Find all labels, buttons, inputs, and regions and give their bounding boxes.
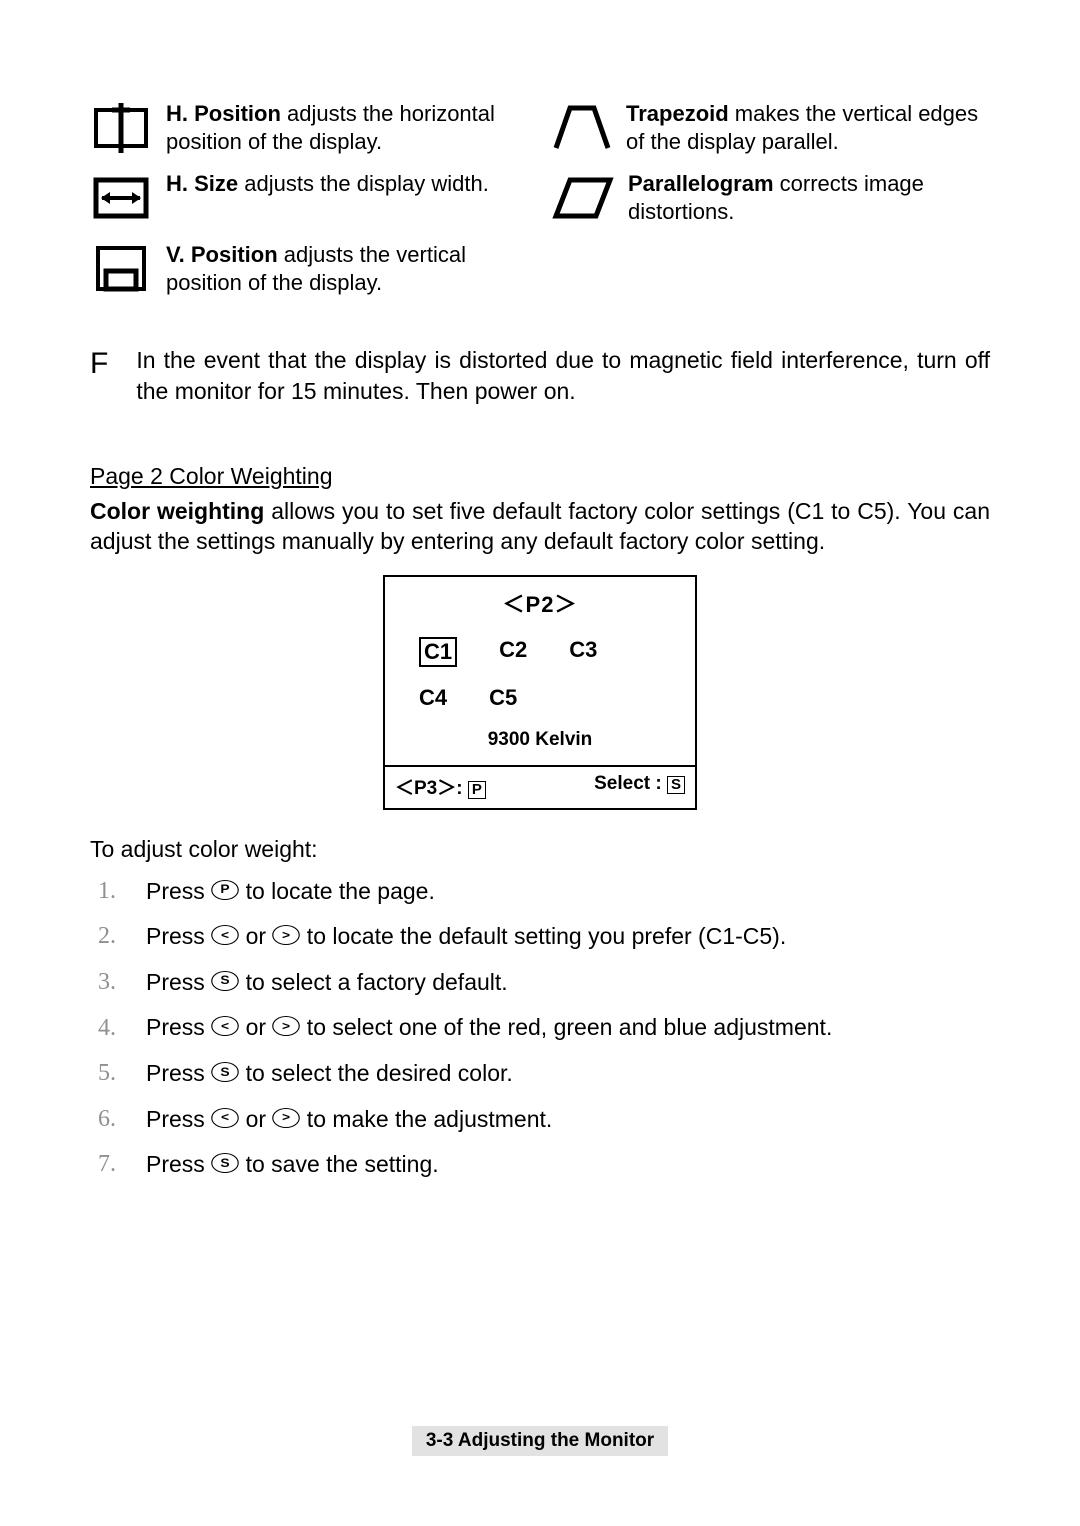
feature-h-size: H. Size adjusts the display width. xyxy=(90,170,530,226)
step-number: 1. xyxy=(90,869,116,915)
step-number: 2. xyxy=(90,914,116,960)
h-position-icon xyxy=(90,100,154,156)
step-item: 3. Press S to select a factory default. xyxy=(90,960,990,1006)
step-item: 2. Press < or > to locate the default set… xyxy=(90,914,990,960)
trapezoid-icon xyxy=(550,100,614,156)
step-text: Press S to save the setting. xyxy=(146,1143,439,1187)
key-icon: S xyxy=(211,971,239,991)
key-icon: > xyxy=(273,1108,301,1128)
step-text: Press < or > to make the adjustment. xyxy=(146,1098,552,1142)
feature-title: V. Position xyxy=(166,242,278,267)
feature-title: Parallelogram xyxy=(628,171,774,196)
step-text: Press S to select a factory default. xyxy=(146,961,508,1005)
h-size-icon xyxy=(90,170,154,226)
osd-row-1: C1 C2 C3 xyxy=(419,637,681,667)
steps-title: To adjust color weight: xyxy=(90,836,990,863)
osd-bottom-left: ＜P3＞: P xyxy=(395,773,486,800)
page: H. Position adjusts the horizontal posit… xyxy=(0,0,1080,1526)
osd-item-c4: C4 xyxy=(419,685,447,711)
feature-v-position: V. Position adjusts the vertical positio… xyxy=(90,241,530,297)
osd-figure: ＜P2＞ C1 C2 C3 C4 C5 9300 Kelvin ＜P3＞: P … xyxy=(90,575,990,810)
osd-box: ＜P2＞ C1 C2 C3 C4 C5 9300 Kelvin ＜P3＞: P … xyxy=(383,575,697,810)
section-intro: Color weighting allows you to set five d… xyxy=(90,496,990,557)
step-item: 7. Press S to save the setting. xyxy=(90,1142,990,1188)
feature-text: H. Size adjusts the display width. xyxy=(166,170,489,198)
osd-row-2: C4 C5 xyxy=(419,685,681,711)
feature-title: H. Position xyxy=(166,101,281,126)
feature-grid: H. Position adjusts the horizontal posit… xyxy=(90,100,990,297)
feature-trapezoid: Trapezoid makes the vertical edges of th… xyxy=(550,100,990,156)
feature-h-position: H. Position adjusts the horizontal posit… xyxy=(90,100,530,156)
step-text: Press < or > to select one of the red, g… xyxy=(146,1006,832,1050)
feature-text: Trapezoid makes the vertical edges of th… xyxy=(626,100,990,156)
parallelogram-icon xyxy=(550,170,616,226)
osd-item-c2: C2 xyxy=(499,637,527,667)
key-icon: > xyxy=(273,1016,301,1036)
osd-bottom-right: Select : S xyxy=(594,773,685,800)
step-number: 5. xyxy=(90,1051,116,1097)
feature-title: Trapezoid xyxy=(626,101,729,126)
feature-text: V. Position adjusts the vertical positio… xyxy=(166,241,530,297)
key-icon: P xyxy=(211,880,239,900)
footer-label: 3-3 Adjusting the Monitor xyxy=(412,1426,668,1456)
steps-list: 1. Press P to locate the page. 2. Press < o… xyxy=(90,869,990,1188)
step-item: 5. Press S to select the desired color. xyxy=(90,1051,990,1097)
key-icon: < xyxy=(211,1108,239,1128)
section-title: Page 2 Color Weighting xyxy=(90,463,990,490)
step-text: Press S to select the desired color. xyxy=(146,1052,513,1096)
step-number: 3. xyxy=(90,960,116,1006)
step-number: 7. xyxy=(90,1142,116,1188)
osd-kelvin: 9300 Kelvin xyxy=(399,729,681,751)
intro-bold: Color weighting xyxy=(90,498,264,524)
step-number: 4. xyxy=(90,1006,116,1052)
osd-bottom: ＜P3＞: P Select : S xyxy=(385,765,695,808)
key-icon: S xyxy=(211,1153,239,1173)
key-icon: S xyxy=(211,1062,239,1082)
feature-desc: adjusts the display width. xyxy=(238,171,489,196)
step-item: 6. Press < or > to make the adjustment. xyxy=(90,1097,990,1143)
key-icon: < xyxy=(211,1016,239,1036)
osd-top: ＜P2＞ C1 C2 C3 C4 C5 9300 Kelvin xyxy=(385,577,695,765)
feature-parallelogram: Parallelogram corrects image distortions… xyxy=(550,170,990,226)
osd-item-c3: C3 xyxy=(569,637,597,667)
step-item: 4. Press < or > to select one of the red,… xyxy=(90,1006,990,1052)
osd-page-label: ＜P2＞ xyxy=(399,587,681,619)
osd-item-c1: C1 xyxy=(419,637,457,667)
key-icon: > xyxy=(273,925,301,945)
feature-text: Parallelogram corrects image distortions… xyxy=(628,170,990,226)
v-position-icon xyxy=(90,241,154,297)
feature-text: H. Position adjusts the horizontal posit… xyxy=(166,100,530,156)
note-marker: F xyxy=(90,345,108,381)
note: F In the event that the display is disto… xyxy=(90,345,990,407)
step-number: 6. xyxy=(90,1097,116,1143)
step-text: Press P to locate the page. xyxy=(146,870,435,914)
page-footer: 3-3 Adjusting the Monitor xyxy=(0,1426,1080,1456)
step-item: 1. Press P to locate the page. xyxy=(90,869,990,915)
key-icon: < xyxy=(211,925,239,945)
step-text: Press < or > to locate the default setti… xyxy=(146,915,786,959)
note-text: In the event that the display is distort… xyxy=(136,345,990,407)
feature-title: H. Size xyxy=(166,171,238,196)
osd-item-c5: C5 xyxy=(489,685,517,711)
